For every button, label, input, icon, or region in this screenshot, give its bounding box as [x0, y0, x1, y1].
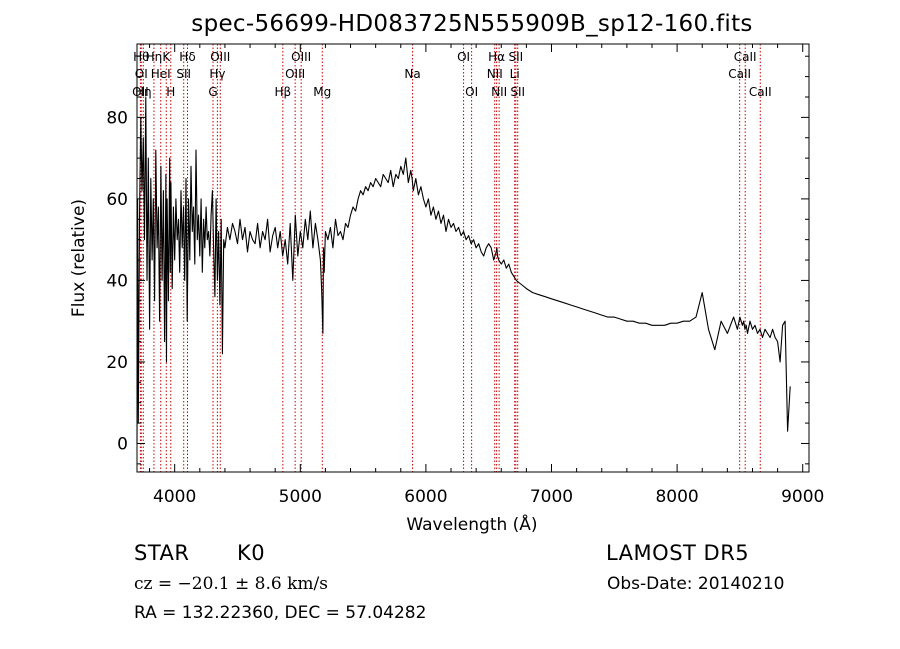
line-label: CaII — [749, 85, 772, 99]
line-label: HeI — [151, 67, 171, 81]
line-label: OII — [132, 85, 149, 99]
x-tick-label: 4000 — [153, 487, 196, 507]
line-label: SII — [176, 67, 191, 81]
redshift-velocity: cz = −20.1 ± 8.6 km/s — [134, 574, 328, 594]
plot-frame — [136, 43, 810, 473]
line-label: OI — [457, 50, 470, 64]
line-label: OIII — [291, 50, 311, 64]
line-label: SII — [508, 50, 523, 64]
x-tick-label: 5000 — [279, 487, 322, 507]
emission-line-markers — [139, 44, 761, 472]
y-tick-label: 0 — [117, 434, 128, 454]
line-label: Na — [404, 67, 420, 81]
line-label: Hγ — [209, 67, 225, 81]
line-label: H — [166, 85, 175, 99]
emission-line-labels: OIIHθOIHηHηHeIKHSIIHδGHγOIIIHβOIIIOIIIMg… — [132, 50, 772, 99]
line-label: OI — [465, 85, 478, 99]
line-label: Li — [510, 67, 520, 81]
line-label: OI — [135, 67, 148, 81]
survey-name: LAMOST DR5 — [606, 541, 750, 565]
coordinates: RA = 132.22360, DEC = 57.04282 — [134, 603, 427, 623]
x-axis-label: Wavelength (Å) — [406, 513, 537, 535]
line-label: NII — [491, 85, 507, 99]
x-tick-label: 9000 — [781, 487, 824, 507]
line-label: OIII — [285, 67, 305, 81]
y-tick-label: 60 — [106, 190, 128, 210]
x-axis: 4000 5000 6000 7000 8000 9000 — [149, 44, 824, 507]
line-label: SII — [510, 85, 525, 99]
y-tick-label: 80 — [106, 108, 128, 128]
line-label: OIII — [210, 50, 230, 64]
line-label: CaII — [734, 50, 757, 64]
line-label: Hδ — [179, 50, 195, 64]
x-tick-label: 8000 — [655, 487, 698, 507]
x-tick-label: 7000 — [530, 487, 573, 507]
y-axis-label: Flux (relative) — [69, 199, 89, 317]
line-label: NII — [487, 67, 503, 81]
line-label: Hβ — [274, 85, 291, 99]
line-label: Mg — [313, 85, 331, 99]
line-label: Hα — [488, 50, 505, 64]
object-class: STAR — [134, 541, 190, 565]
object-subclass: K0 — [237, 541, 266, 565]
spectrum-line — [136, 96, 791, 444]
line-label: G — [208, 85, 217, 99]
y-axis: 0 20 40 60 80 — [106, 55, 809, 465]
chart-title: spec-56699-HD083725N555909B_sp12-160.fit… — [191, 11, 752, 37]
line-label: Hη — [135, 85, 152, 99]
line-label: Hη — [146, 50, 163, 64]
observation-date: Obs-Date: 20140210 — [607, 574, 785, 594]
y-tick-label: 40 — [106, 271, 128, 291]
y-tick-label: 20 — [106, 353, 128, 373]
x-tick-label: 6000 — [404, 487, 447, 507]
line-label: CaII — [728, 67, 751, 81]
line-label: K — [162, 50, 171, 64]
